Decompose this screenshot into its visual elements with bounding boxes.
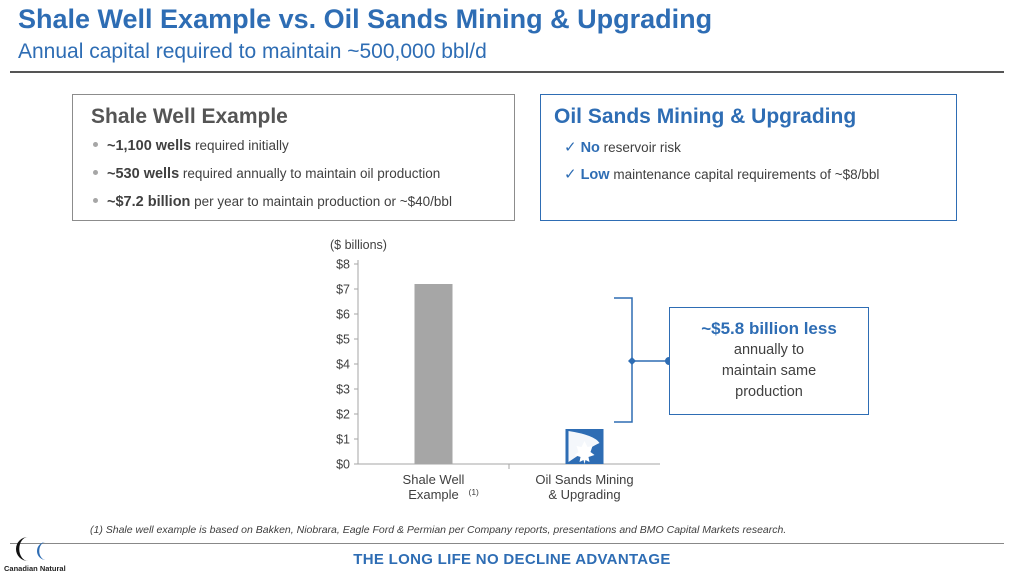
check-text: maintenance capital requirements of ~$8/… bbox=[609, 167, 880, 182]
page-title: Shale Well Example vs. Oil Sands Mining … bbox=[18, 4, 713, 34]
y-tick-label: $3 bbox=[336, 383, 350, 397]
check-bold: Low bbox=[580, 167, 610, 183]
y-unit-label: ($ billions) bbox=[330, 238, 387, 252]
page-subtitle: Annual capital required to maintain ~500… bbox=[18, 40, 487, 63]
bracket-diamond-icon bbox=[628, 357, 636, 365]
shale-box-title: Shale Well Example bbox=[91, 105, 288, 128]
callout-line: annually to bbox=[733, 342, 805, 358]
check-bold: No bbox=[580, 140, 600, 156]
y-tick-label: $7 bbox=[336, 283, 350, 297]
oil-sands-box: Oil Sands Mining & Upgrading ✓ No reservo… bbox=[540, 94, 957, 221]
y-tick-label: $8 bbox=[336, 258, 350, 272]
bullet-bold: ~$7.2 billion bbox=[107, 194, 191, 210]
bullet-dot-icon bbox=[93, 141, 98, 147]
callout-line: production bbox=[735, 384, 803, 400]
x-category-label: Oil Sands Mining bbox=[535, 472, 633, 487]
bullet-dot-icon bbox=[93, 169, 98, 175]
logo-text: Canadian Natural bbox=[4, 564, 66, 573]
company-logo: Canadian Natural bbox=[4, 534, 66, 576]
footer-tagline: THE LONG LIFE NO DECLINE ADVANTAGE bbox=[353, 551, 671, 568]
savings-callout: ~$5.8 billion less annually to maintain … bbox=[669, 307, 869, 415]
maple-leaf-icon bbox=[574, 441, 595, 464]
check-text: reservoir risk bbox=[599, 140, 681, 155]
bullet-bold: ~530 wells bbox=[107, 166, 180, 182]
footnote: (1) Shale well example is based on Bakke… bbox=[90, 524, 787, 536]
data-bar bbox=[414, 284, 453, 464]
shale-bullet: ~1,100 wells required initially bbox=[93, 138, 289, 154]
shale-bullet: ~530 wells required annually to maintain… bbox=[93, 166, 440, 182]
bullet-text: per year to maintain production or ~$40/… bbox=[190, 194, 452, 209]
checkmark-icon: ✓ bbox=[564, 166, 577, 183]
shale-well-box: Shale Well Example ~1,100 wells required… bbox=[72, 94, 515, 221]
logo-mark-icon bbox=[16, 537, 46, 561]
bullet-dot-icon bbox=[93, 197, 98, 203]
oil-check-item: ✓ No reservoir risk bbox=[564, 138, 681, 156]
bullet-text: required annually to maintain oil produc… bbox=[179, 166, 441, 181]
shale-bullet: ~$7.2 billion per year to maintain produ… bbox=[93, 194, 452, 210]
y-tick-label: $5 bbox=[336, 333, 350, 347]
oil-check-item: ✓ Low maintenance capital requirements of… bbox=[564, 165, 879, 183]
header-divider bbox=[10, 71, 1004, 73]
y-tick-label: $4 bbox=[336, 358, 350, 372]
checkmark-icon: ✓ bbox=[564, 139, 577, 156]
x-category-label: & Upgrading bbox=[548, 487, 620, 502]
y-tick-label: $6 bbox=[336, 308, 350, 322]
capital-bar-chart: ($ billions) $0 $1 $2 $3 $4 $5 $6 $7 $8 Shale Well… bbox=[330, 238, 660, 502]
y-tick-label: $0 bbox=[336, 458, 350, 472]
x-category-label: Example bbox=[408, 487, 459, 502]
y-tick-label: $1 bbox=[336, 433, 350, 447]
x-category-footnote: (1) bbox=[469, 487, 480, 497]
bullet-bold: ~1,100 wells bbox=[107, 138, 192, 154]
footer-divider bbox=[10, 543, 1004, 544]
bullet-text: required initially bbox=[191, 138, 289, 153]
y-tick-label: $2 bbox=[336, 408, 350, 422]
difference-bracket bbox=[614, 297, 672, 423]
x-category-label: Shale Well bbox=[403, 472, 465, 487]
callout-headline: ~$5.8 billion less bbox=[701, 319, 837, 338]
oil-box-title: Oil Sands Mining & Upgrading bbox=[554, 105, 857, 128]
callout-line: maintain same bbox=[721, 363, 817, 379]
